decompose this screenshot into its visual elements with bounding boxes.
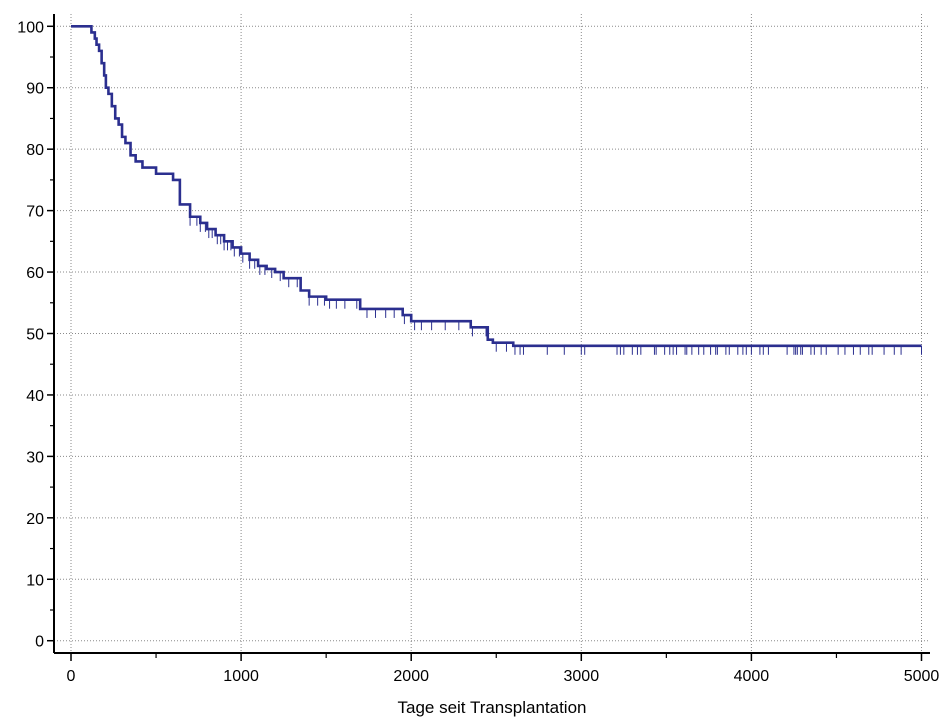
grid (54, 14, 930, 653)
y-tick-label: 60 (26, 265, 44, 282)
x-tick-label: 1000 (223, 668, 259, 685)
y-axis-ticks: 0 10 20 30 40 50 60 70 80 90 100 (17, 19, 54, 651)
y-tick-label: 100 (17, 19, 44, 36)
y-tick-label: 40 (26, 388, 44, 405)
x-tick-label: 5000 (904, 668, 940, 685)
y-tick-label: 20 (26, 511, 44, 528)
y-tick-label: 0 (35, 634, 44, 651)
x-tick-label: 3000 (564, 668, 600, 685)
y-tick-label: 80 (26, 142, 44, 159)
y-tick-label: 90 (26, 81, 44, 98)
series-group (71, 24, 922, 355)
y-tick-label: 50 (26, 327, 44, 344)
y-tick-label: 10 (26, 572, 44, 589)
survival-curve (71, 24, 922, 348)
x-tick-label: 2000 (393, 668, 429, 685)
x-tick-label: 0 (67, 668, 76, 685)
x-axis-label: Tage seit Transplantation (397, 698, 586, 717)
x-axis-ticks: 0 1000 2000 3000 4000 5000 (67, 653, 940, 685)
y-tick-label: 70 (26, 204, 44, 221)
x-tick-label: 4000 (734, 668, 770, 685)
y-tick-label: 30 (26, 449, 44, 466)
